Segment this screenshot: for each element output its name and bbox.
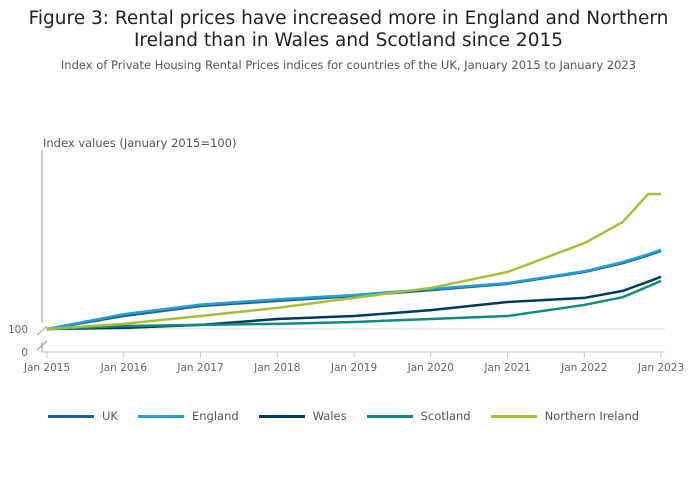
legend-item[interactable]: UK bbox=[48, 409, 118, 423]
x-tick-label: Jan 2023 bbox=[637, 362, 684, 374]
legend-swatch bbox=[48, 414, 94, 418]
legend-item[interactable]: Northern Ireland bbox=[490, 409, 640, 423]
legend-swatch bbox=[258, 414, 305, 418]
x-tick-label: Jan 2017 bbox=[176, 362, 223, 374]
chart-subtitle: Index of Private Housing Rental Prices i… bbox=[60, 58, 637, 72]
legend-swatch bbox=[490, 414, 537, 418]
x-tick-label: Jan 2019 bbox=[330, 362, 377, 374]
chart-title: Figure 3: Rental prices have increased m… bbox=[28, 8, 669, 51]
y-axis-label: Index values (January 2015=100) bbox=[43, 136, 237, 150]
x-tick-label: Jan 2015 bbox=[23, 362, 70, 374]
x-tick-label: Jan 2018 bbox=[253, 362, 300, 374]
y-tick-label: 100 bbox=[8, 324, 28, 336]
legend-swatch bbox=[137, 414, 184, 418]
legend-label: Scotland bbox=[420, 409, 471, 423]
y-tick-label: 0 bbox=[21, 347, 28, 359]
legend-item[interactable]: England bbox=[137, 409, 239, 423]
x-tick-label: Jan 2016 bbox=[100, 362, 148, 374]
series-line-northern-ireland bbox=[46, 192, 661, 331]
legend: UK England Wales Scotland Northern Ireland bbox=[48, 409, 659, 423]
axis-break-mark bbox=[36, 340, 48, 351]
legend-item[interactable]: Wales bbox=[258, 409, 347, 423]
x-tick-label: Jan 2021 bbox=[483, 362, 530, 374]
legend-item[interactable]: Scotland bbox=[366, 409, 471, 423]
axis-break-mark bbox=[36, 325, 48, 336]
legend-swatch bbox=[366, 414, 413, 418]
legend-label: England bbox=[191, 409, 239, 423]
series-line-scotland bbox=[46, 279, 662, 331]
legend-label: Northern Ireland bbox=[544, 409, 640, 423]
x-tick-label: Jan 2020 bbox=[407, 362, 454, 374]
legend-label: Wales bbox=[312, 409, 347, 423]
x-tick-label: Jan 2022 bbox=[560, 362, 607, 374]
legend-label: UK bbox=[102, 409, 118, 423]
